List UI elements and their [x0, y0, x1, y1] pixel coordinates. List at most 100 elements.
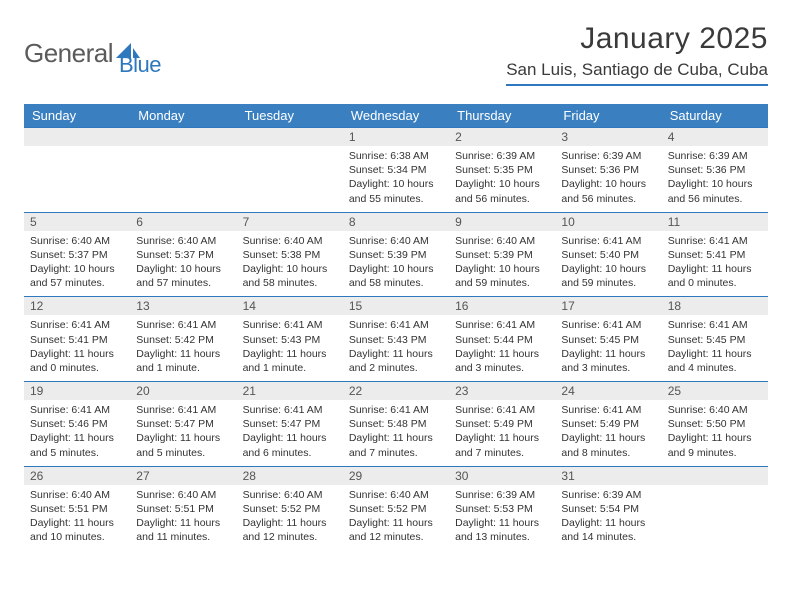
calendar-table: Sunday Monday Tuesday Wednesday Thursday… — [24, 104, 768, 550]
calendar-day-cell: 6Sunrise: 6:40 AMSunset: 5:37 PMDaylight… — [130, 212, 236, 297]
calendar-day-cell: 30Sunrise: 6:39 AMSunset: 5:53 PMDayligh… — [449, 466, 555, 550]
day-body: Sunrise: 6:41 AMSunset: 5:45 PMDaylight:… — [662, 315, 768, 381]
day-body: Sunrise: 6:40 AMSunset: 5:51 PMDaylight:… — [24, 485, 130, 551]
calendar-day-cell: 4Sunrise: 6:39 AMSunset: 5:36 PMDaylight… — [662, 128, 768, 213]
day-body: Sunrise: 6:40 AMSunset: 5:37 PMDaylight:… — [130, 231, 236, 297]
day-body: Sunrise: 6:40 AMSunset: 5:38 PMDaylight:… — [237, 231, 343, 297]
calendar-day-cell: 1Sunrise: 6:38 AMSunset: 5:34 PMDaylight… — [343, 128, 449, 213]
calendar-day-cell: 10Sunrise: 6:41 AMSunset: 5:40 PMDayligh… — [555, 212, 661, 297]
day-number: 22 — [343, 382, 449, 400]
calendar-day-cell: 25Sunrise: 6:40 AMSunset: 5:50 PMDayligh… — [662, 382, 768, 467]
calendar-day-cell: 22Sunrise: 6:41 AMSunset: 5:48 PMDayligh… — [343, 382, 449, 467]
day-body: Sunrise: 6:41 AMSunset: 5:49 PMDaylight:… — [449, 400, 555, 466]
day-number: 4 — [662, 128, 768, 146]
calendar-day-cell: 20Sunrise: 6:41 AMSunset: 5:47 PMDayligh… — [130, 382, 236, 467]
day-number: 5 — [24, 213, 130, 231]
logo-word1: General — [24, 38, 113, 69]
day-body: Sunrise: 6:40 AMSunset: 5:37 PMDaylight:… — [24, 231, 130, 297]
day-number: 28 — [237, 467, 343, 485]
logo-word2: Blue — [119, 52, 161, 78]
calendar-day-cell — [237, 128, 343, 213]
day-number — [24, 128, 130, 146]
day-body: Sunrise: 6:40 AMSunset: 5:50 PMDaylight:… — [662, 400, 768, 466]
calendar-day-cell: 31Sunrise: 6:39 AMSunset: 5:54 PMDayligh… — [555, 466, 661, 550]
calendar-day-cell: 15Sunrise: 6:41 AMSunset: 5:43 PMDayligh… — [343, 297, 449, 382]
day-number — [662, 467, 768, 485]
day-body: Sunrise: 6:41 AMSunset: 5:41 PMDaylight:… — [24, 315, 130, 381]
day-body: Sunrise: 6:41 AMSunset: 5:49 PMDaylight:… — [555, 400, 661, 466]
day-body: Sunrise: 6:41 AMSunset: 5:44 PMDaylight:… — [449, 315, 555, 381]
day-number: 20 — [130, 382, 236, 400]
day-body: Sunrise: 6:40 AMSunset: 5:51 PMDaylight:… — [130, 485, 236, 551]
day-number: 18 — [662, 297, 768, 315]
weekday-header: Wednesday — [343, 104, 449, 128]
calendar-day-cell: 28Sunrise: 6:40 AMSunset: 5:52 PMDayligh… — [237, 466, 343, 550]
calendar-week-row: 5Sunrise: 6:40 AMSunset: 5:37 PMDaylight… — [24, 212, 768, 297]
day-number: 27 — [130, 467, 236, 485]
day-number: 25 — [662, 382, 768, 400]
day-number: 23 — [449, 382, 555, 400]
calendar-day-cell: 11Sunrise: 6:41 AMSunset: 5:41 PMDayligh… — [662, 212, 768, 297]
calendar-day-cell: 23Sunrise: 6:41 AMSunset: 5:49 PMDayligh… — [449, 382, 555, 467]
day-number: 24 — [555, 382, 661, 400]
title-block: January 2025 San Luis, Santiago de Cuba,… — [506, 22, 768, 86]
calendar-day-cell: 24Sunrise: 6:41 AMSunset: 5:49 PMDayligh… — [555, 382, 661, 467]
day-body: Sunrise: 6:41 AMSunset: 5:43 PMDaylight:… — [343, 315, 449, 381]
day-body: Sunrise: 6:39 AMSunset: 5:36 PMDaylight:… — [555, 146, 661, 212]
day-body: Sunrise: 6:41 AMSunset: 5:43 PMDaylight:… — [237, 315, 343, 381]
day-body: Sunrise: 6:39 AMSunset: 5:53 PMDaylight:… — [449, 485, 555, 551]
weekday-header: Friday — [555, 104, 661, 128]
day-number: 26 — [24, 467, 130, 485]
day-body — [130, 146, 236, 202]
day-body: Sunrise: 6:41 AMSunset: 5:41 PMDaylight:… — [662, 231, 768, 297]
day-body: Sunrise: 6:41 AMSunset: 5:47 PMDaylight:… — [237, 400, 343, 466]
calendar-day-cell — [662, 466, 768, 550]
weekday-header: Saturday — [662, 104, 768, 128]
day-body — [237, 146, 343, 202]
location: San Luis, Santiago de Cuba, Cuba — [506, 60, 768, 80]
calendar-day-cell: 29Sunrise: 6:40 AMSunset: 5:52 PMDayligh… — [343, 466, 449, 550]
calendar-day-cell — [130, 128, 236, 213]
weekday-header-row: Sunday Monday Tuesday Wednesday Thursday… — [24, 104, 768, 128]
logo: General Blue — [24, 22, 161, 78]
day-number: 29 — [343, 467, 449, 485]
calendar-day-cell — [24, 128, 130, 213]
calendar-day-cell: 5Sunrise: 6:40 AMSunset: 5:37 PMDaylight… — [24, 212, 130, 297]
day-number: 7 — [237, 213, 343, 231]
weekday-header: Tuesday — [237, 104, 343, 128]
day-number: 21 — [237, 382, 343, 400]
day-number: 12 — [24, 297, 130, 315]
calendar-day-cell: 18Sunrise: 6:41 AMSunset: 5:45 PMDayligh… — [662, 297, 768, 382]
day-body: Sunrise: 6:41 AMSunset: 5:40 PMDaylight:… — [555, 231, 661, 297]
header: General Blue January 2025 San Luis, Sant… — [24, 22, 768, 86]
day-number: 9 — [449, 213, 555, 231]
day-body: Sunrise: 6:38 AMSunset: 5:34 PMDaylight:… — [343, 146, 449, 212]
day-body — [662, 485, 768, 541]
calendar-day-cell: 16Sunrise: 6:41 AMSunset: 5:44 PMDayligh… — [449, 297, 555, 382]
day-body: Sunrise: 6:41 AMSunset: 5:45 PMDaylight:… — [555, 315, 661, 381]
day-number: 14 — [237, 297, 343, 315]
calendar-day-cell: 3Sunrise: 6:39 AMSunset: 5:36 PMDaylight… — [555, 128, 661, 213]
calendar-week-row: 12Sunrise: 6:41 AMSunset: 5:41 PMDayligh… — [24, 297, 768, 382]
calendar-day-cell: 17Sunrise: 6:41 AMSunset: 5:45 PMDayligh… — [555, 297, 661, 382]
day-body: Sunrise: 6:40 AMSunset: 5:39 PMDaylight:… — [449, 231, 555, 297]
day-number — [237, 128, 343, 146]
day-number: 31 — [555, 467, 661, 485]
calendar-day-cell: 12Sunrise: 6:41 AMSunset: 5:41 PMDayligh… — [24, 297, 130, 382]
day-body: Sunrise: 6:41 AMSunset: 5:48 PMDaylight:… — [343, 400, 449, 466]
day-number — [130, 128, 236, 146]
day-body — [24, 146, 130, 202]
calendar-day-cell: 8Sunrise: 6:40 AMSunset: 5:39 PMDaylight… — [343, 212, 449, 297]
title-rule — [506, 84, 768, 86]
day-body: Sunrise: 6:40 AMSunset: 5:39 PMDaylight:… — [343, 231, 449, 297]
calendar-day-cell: 7Sunrise: 6:40 AMSunset: 5:38 PMDaylight… — [237, 212, 343, 297]
calendar-day-cell: 26Sunrise: 6:40 AMSunset: 5:51 PMDayligh… — [24, 466, 130, 550]
calendar-week-row: 19Sunrise: 6:41 AMSunset: 5:46 PMDayligh… — [24, 382, 768, 467]
day-number: 30 — [449, 467, 555, 485]
weekday-header: Monday — [130, 104, 236, 128]
day-number: 2 — [449, 128, 555, 146]
calendar-day-cell: 14Sunrise: 6:41 AMSunset: 5:43 PMDayligh… — [237, 297, 343, 382]
day-number: 3 — [555, 128, 661, 146]
calendar-day-cell: 2Sunrise: 6:39 AMSunset: 5:35 PMDaylight… — [449, 128, 555, 213]
day-number: 17 — [555, 297, 661, 315]
